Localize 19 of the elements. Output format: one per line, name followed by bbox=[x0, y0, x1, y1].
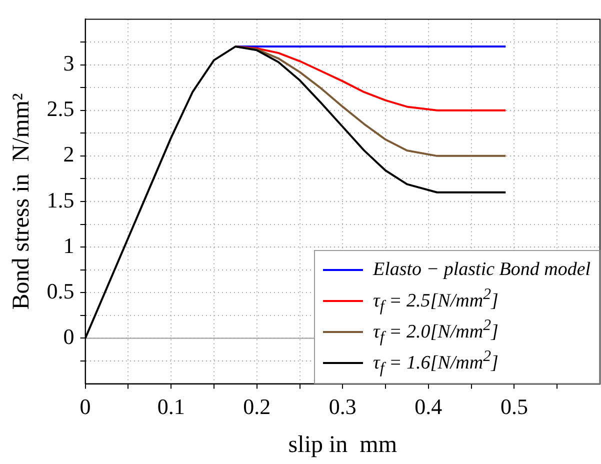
x-axis-title: slip in mm bbox=[288, 432, 398, 458]
x-tick-label: 0.4 bbox=[414, 394, 442, 419]
legend-label: Elasto − plastic Bond model bbox=[373, 259, 591, 282]
legend-label: τ$_{f}$ = 2.5[N/mm$^{2}$] bbox=[373, 286, 498, 316]
y-tick-label: 2 bbox=[63, 142, 74, 167]
y-tick-label: 0 bbox=[63, 324, 74, 350]
y-tick-label: 1.5 bbox=[46, 187, 74, 212]
legend-label: τ$_{f}$ = 1.6[N/mm$^{2}$] bbox=[373, 348, 498, 378]
y-tick-label: 1 bbox=[63, 232, 74, 258]
legend-label: τ$_{f}$ = 2.0[N/mm$^{2}$] bbox=[373, 317, 498, 348]
y-axis-title: Bond stress in N/mm² bbox=[8, 93, 35, 310]
y-tick-label: 2.5 bbox=[46, 96, 74, 122]
y-tick-label: 3 bbox=[63, 50, 74, 76]
x-tick-label: 0.3 bbox=[328, 394, 356, 419]
x-tick-label: 0.5 bbox=[500, 394, 528, 419]
x-tick-label: 0.1 bbox=[157, 394, 185, 419]
y-tick-label: 0.5 bbox=[46, 278, 74, 304]
x-tick-label: 0 bbox=[80, 394, 91, 419]
x-tick-label: 0.2 bbox=[243, 394, 271, 419]
